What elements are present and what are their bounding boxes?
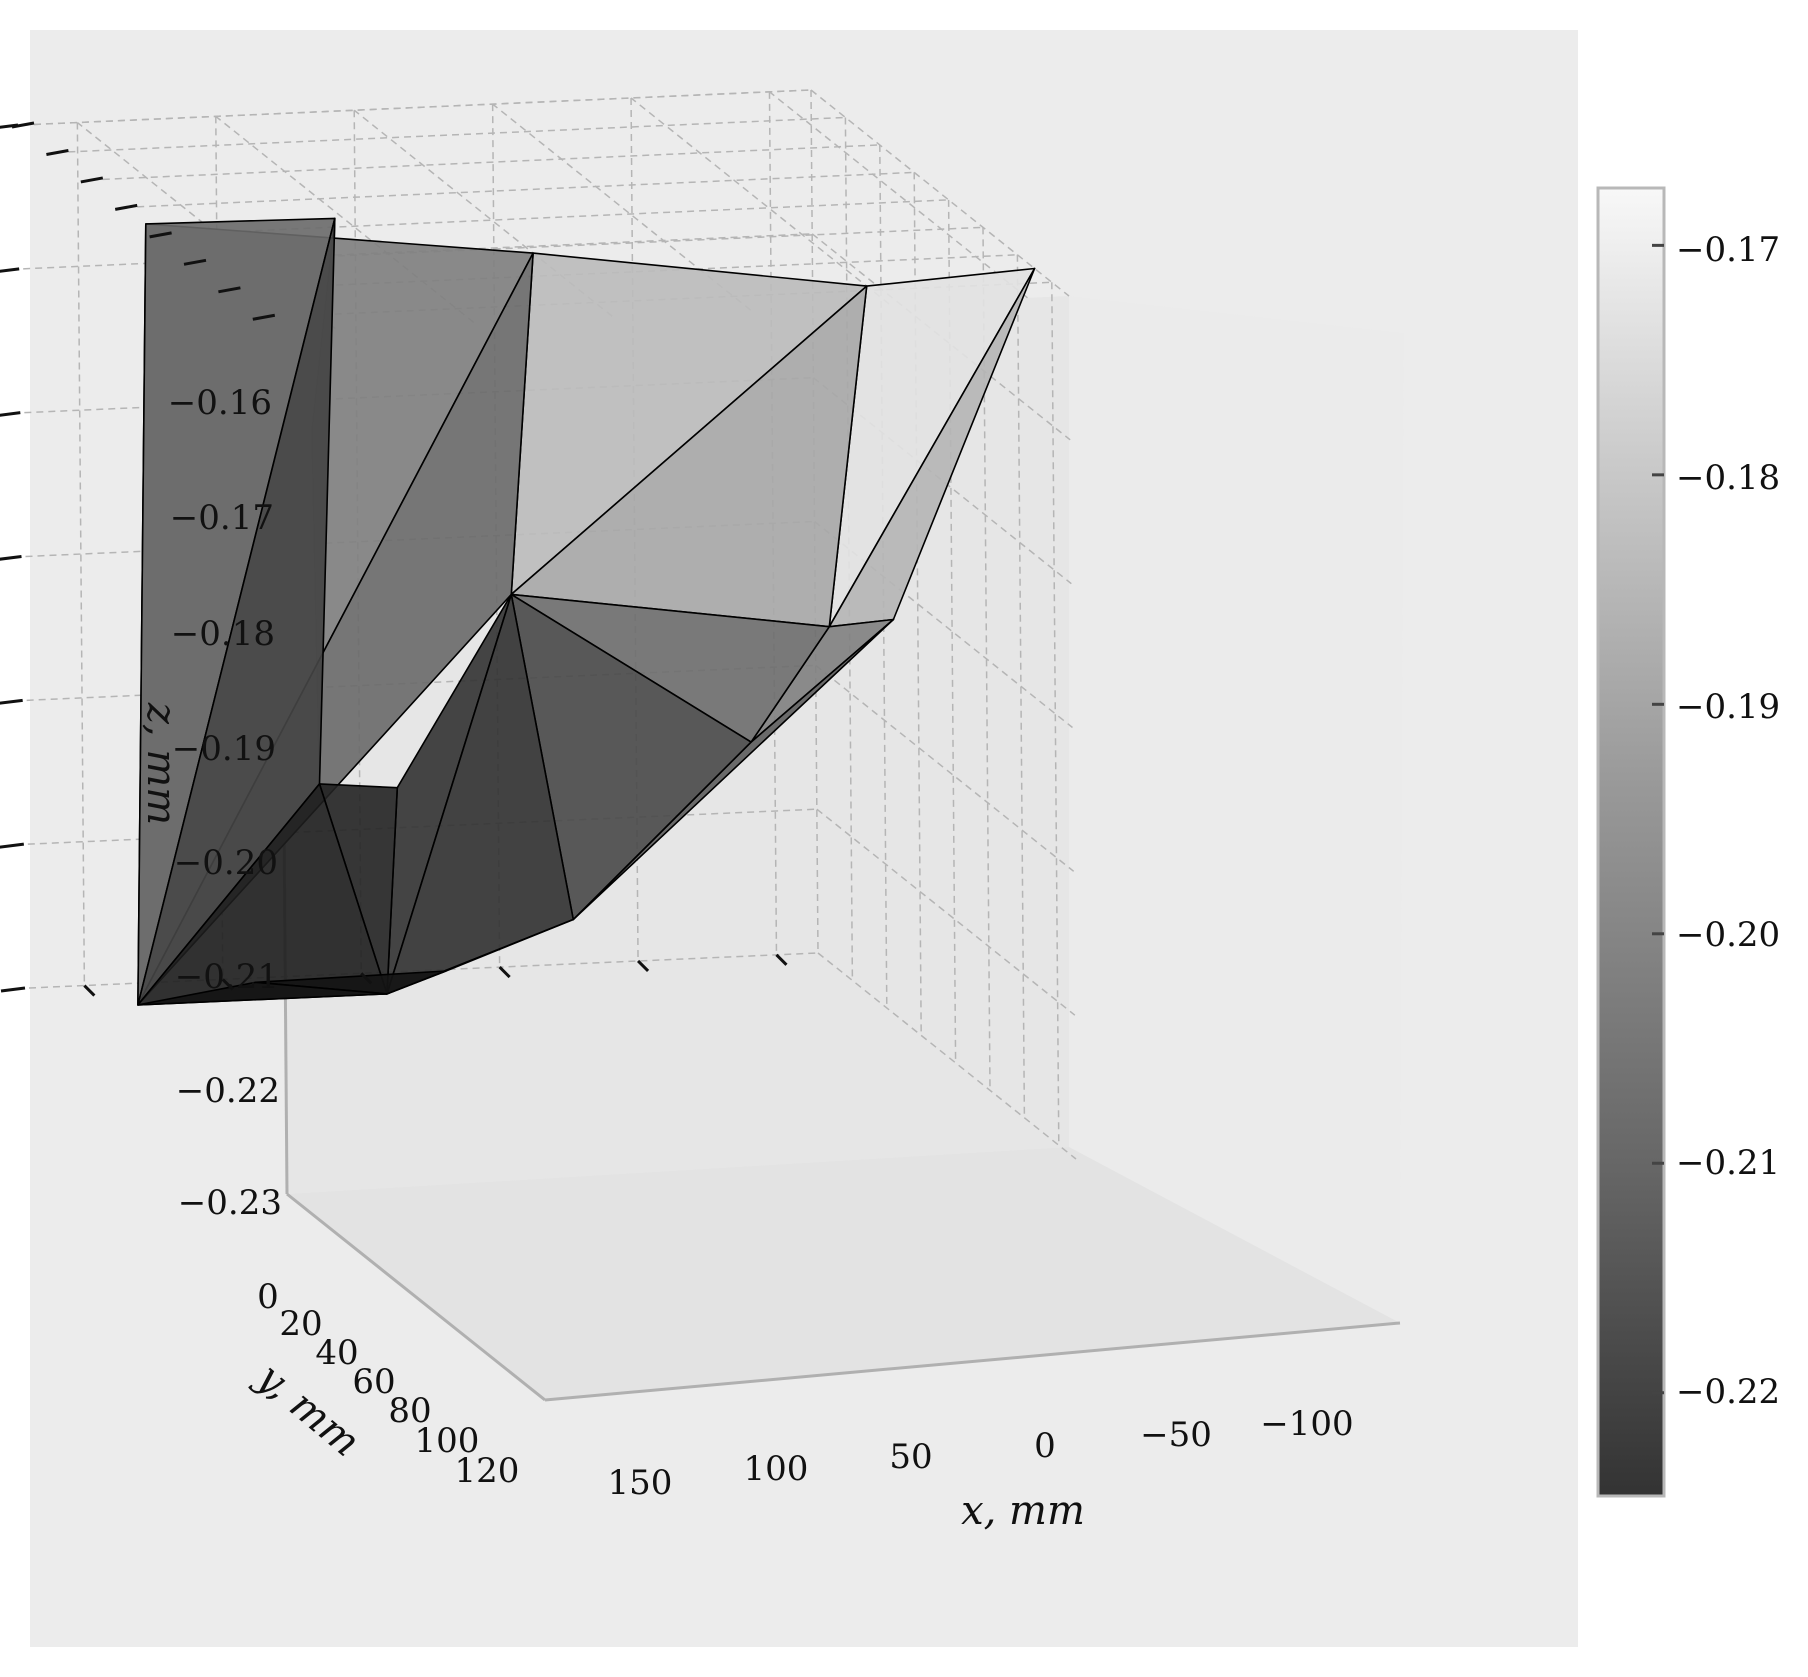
x-tick: [636, 959, 650, 973]
x-tick-labels: 150 100 50 0 −50 −100: [608, 1404, 1354, 1503]
y-tick-label: 100: [415, 1421, 480, 1461]
z-axis-label: z, mm: [138, 702, 184, 825]
z-tick: [114, 203, 138, 211]
x-tick-label: 50: [889, 1437, 932, 1477]
y-tick: [0, 698, 23, 705]
x-tick: [360, 972, 373, 985]
surface-face: [137, 981, 388, 1006]
z-tick: [149, 231, 172, 239]
colorbar-tick-label: −0.21: [1676, 1143, 1780, 1183]
x-tick: [221, 978, 234, 991]
colorbar-tick-label: −0.20: [1676, 915, 1780, 955]
y-tick: [0, 123, 19, 129]
colorbar-tick-labels: −0.17 −0.18 −0.19 −0.20 −0.21 −0.22: [1676, 230, 1780, 1412]
z-tick: [252, 313, 276, 321]
z-tick: [183, 258, 207, 266]
x-tick-label: 0: [1034, 1426, 1056, 1466]
colorbar-tick-label: −0.18: [1676, 458, 1780, 498]
z-tick-label: −0.19: [172, 729, 276, 769]
colorbar-tick-label: −0.17: [1676, 230, 1780, 270]
y-tick: [0, 842, 25, 849]
y-tick: [0, 411, 21, 417]
y-tick: [0, 267, 20, 273]
y-tick-label: 80: [388, 1391, 431, 1431]
colorbar-gradient: [1596, 186, 1666, 1498]
x-tick: [498, 966, 511, 979]
y-tick-labels: 0 20 40 60 80 100 120: [257, 1277, 519, 1491]
floor-pane: [287, 1147, 1400, 1400]
y-tick-label: 120: [455, 1451, 520, 1491]
z-tick-label: −0.17: [170, 498, 274, 538]
y-tick: [0, 555, 22, 561]
colorbar-tick-label: −0.19: [1676, 687, 1780, 727]
z-tick: [46, 148, 69, 156]
z-tick: [218, 286, 241, 294]
z-tick-labels: −0.16 −0.17 −0.18 −0.19 −0.20 −0.21 −0.2…: [168, 383, 282, 1223]
y-tick: [0, 986, 26, 993]
surface-plot: [137, 217, 1036, 1006]
z-tick-label: −0.20: [174, 843, 278, 883]
axis-ticks: [0, 121, 788, 997]
z-tick-label: −0.18: [171, 614, 275, 654]
x-tick: [775, 953, 788, 966]
x-tick-label: 100: [744, 1449, 809, 1489]
z-tick-label: −0.23: [178, 1183, 282, 1223]
x-tick-label: −100: [1260, 1404, 1353, 1444]
colorbar-tick-label: −0.22: [1676, 1372, 1780, 1412]
side-pane: [1069, 296, 1404, 1323]
colorbar-ticks: [1652, 243, 1664, 1395]
x-tick-label: 150: [608, 1463, 673, 1503]
x-tick: [83, 984, 96, 997]
z-tick-label: −0.21: [175, 957, 279, 997]
y-tick-label: 40: [315, 1333, 358, 1373]
y-tick-label: 60: [352, 1362, 395, 1402]
x-tick-label: −50: [1140, 1415, 1212, 1455]
z-tick-label: −0.22: [176, 1071, 280, 1111]
y-tick-label: 20: [279, 1304, 322, 1344]
colorbar: −0.17 −0.18 −0.19 −0.20 −0.21 −0.22: [1596, 186, 1780, 1498]
z-tick-label: −0.16: [168, 383, 272, 423]
x-axis-label: x, mm: [961, 1488, 1085, 1534]
z-tick: [80, 176, 104, 184]
y-tick-label: 0: [257, 1277, 279, 1317]
